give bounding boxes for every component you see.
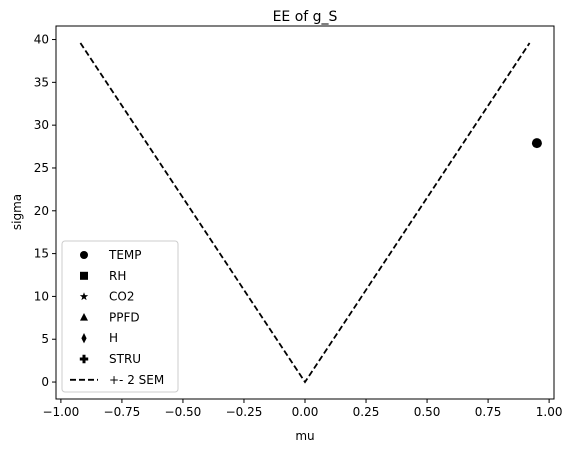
y-tick-label: 10 <box>34 289 49 303</box>
legend-marker-temp <box>80 251 88 259</box>
x-tick-label: 1.00 <box>536 405 563 419</box>
legend-marker-ppfd <box>80 313 88 321</box>
chart-title: EE of g_S <box>273 9 338 25</box>
x-axis-ticks: −1.00 −0.75 −0.50 −0.25 0.00 0.25 0.50 0.75 1.00 <box>42 399 562 419</box>
legend-marker-rh <box>80 271 88 280</box>
y-axis-label: sigma <box>10 194 24 230</box>
legend-label-rh: RH <box>109 269 126 283</box>
y-tick-label: 5 <box>41 332 49 346</box>
x-tick-label: 0.75 <box>475 405 502 419</box>
legend-label-stru: STRU <box>109 352 141 366</box>
y-tick-label: 40 <box>34 33 49 47</box>
x-tick-label: 0.50 <box>414 405 441 419</box>
y-tick-label: 25 <box>34 161 49 175</box>
y-tick-label: 20 <box>34 204 49 218</box>
legend: TEMP RH CO2 PPFD H STRU +- 2 SEM <box>61 240 179 393</box>
y-tick-label: 30 <box>34 118 49 132</box>
x-tick-label: −0.25 <box>226 405 263 419</box>
x-tick-label: −0.75 <box>104 405 141 419</box>
legend-marker-stru <box>79 354 89 364</box>
x-tick-label: 0.25 <box>353 405 380 419</box>
data-point-temp <box>531 138 542 149</box>
legend-label-h: H <box>109 331 118 345</box>
legend-label-ppfd: PPFD <box>109 310 140 324</box>
legend-frame <box>61 240 179 393</box>
legend-marker-h <box>81 333 87 344</box>
x-tick-label: 0.00 <box>292 405 319 419</box>
y-tick-label: 35 <box>34 75 49 89</box>
x-tick-label: −1.00 <box>42 405 79 419</box>
legend-label-co2: CO2 <box>109 290 134 304</box>
legend-marker-co2 <box>79 292 89 301</box>
legend-label-temp: TEMP <box>108 248 142 262</box>
data-points <box>531 138 542 149</box>
legend-label-sem: +- 2 SEM <box>109 373 164 387</box>
sem-reference-line <box>79 42 531 384</box>
x-tick-label: −0.50 <box>165 405 202 419</box>
y-tick-label: 0 <box>41 375 49 389</box>
y-axis-ticks: 0 5 10 15 20 25 30 35 40 <box>34 33 56 389</box>
y-tick-label: 15 <box>34 247 49 261</box>
x-axis-label: mu <box>295 429 314 443</box>
